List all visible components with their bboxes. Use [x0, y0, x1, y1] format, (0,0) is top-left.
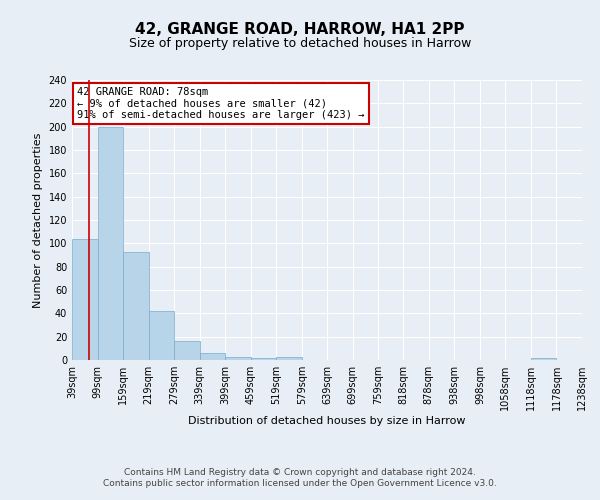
Bar — [174, 342, 200, 360]
Bar — [276, 356, 302, 360]
Bar — [98, 126, 123, 360]
Y-axis label: Number of detached properties: Number of detached properties — [33, 132, 43, 308]
Bar — [200, 353, 225, 360]
Text: 42, GRANGE ROAD, HARROW, HA1 2PP: 42, GRANGE ROAD, HARROW, HA1 2PP — [135, 22, 465, 38]
Bar — [123, 252, 149, 360]
Bar — [531, 358, 556, 360]
Text: Contains HM Land Registry data © Crown copyright and database right 2024.
Contai: Contains HM Land Registry data © Crown c… — [103, 468, 497, 487]
Bar — [225, 356, 251, 360]
Text: 42 GRANGE ROAD: 78sqm
← 9% of detached houses are smaller (42)
91% of semi-detac: 42 GRANGE ROAD: 78sqm ← 9% of detached h… — [77, 87, 365, 120]
Text: Size of property relative to detached houses in Harrow: Size of property relative to detached ho… — [129, 38, 471, 51]
X-axis label: Distribution of detached houses by size in Harrow: Distribution of detached houses by size … — [188, 416, 466, 426]
Bar — [251, 358, 276, 360]
Bar — [72, 238, 98, 360]
Bar — [149, 311, 174, 360]
